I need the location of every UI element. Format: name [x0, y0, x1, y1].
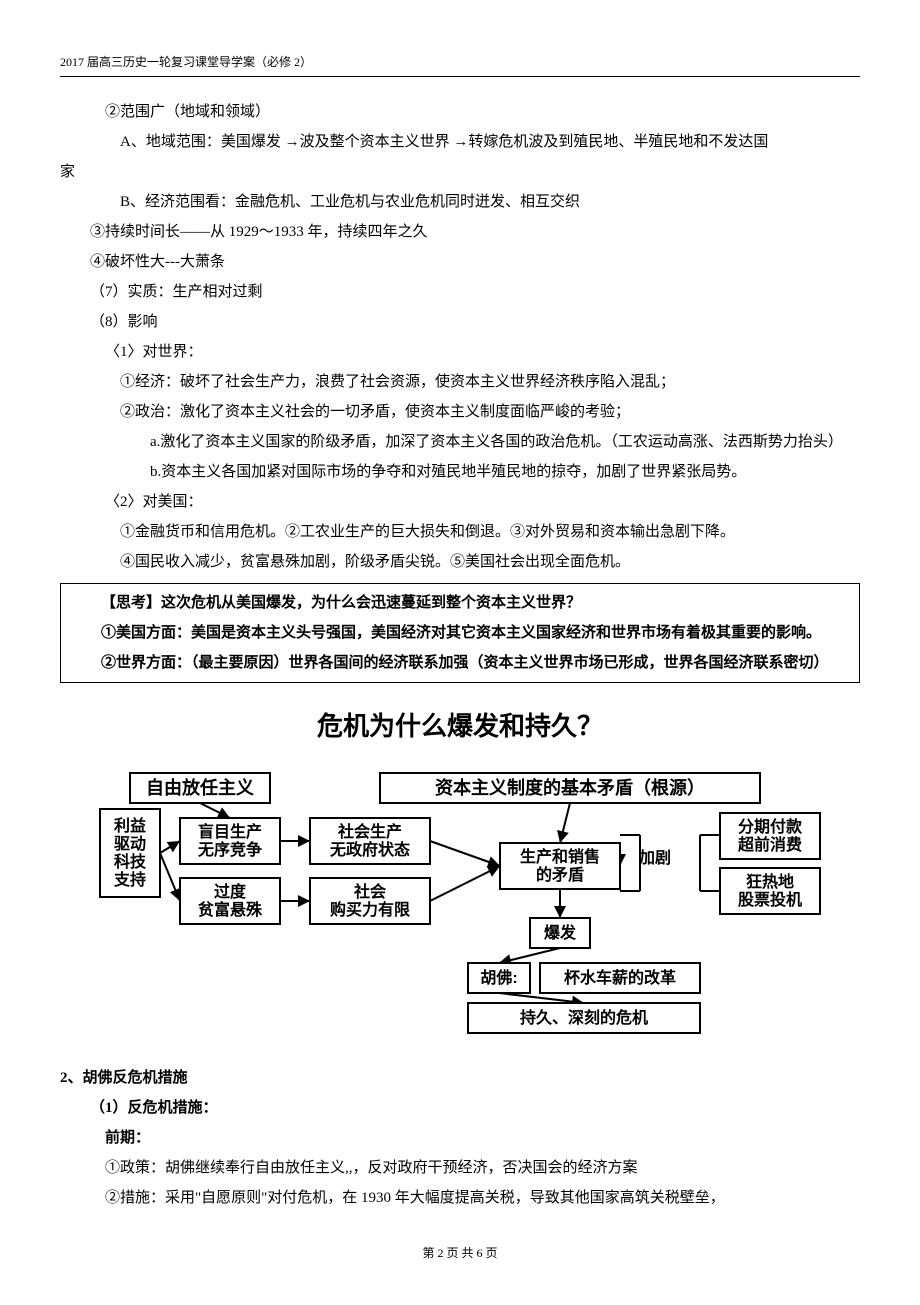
body-paragraph: ①经济：破坏了社会生产力，浪费了社会资源，使资本主义世界经济秩序陷入混乱； — [60, 367, 860, 397]
svg-text:分期付款: 分期付款 — [738, 817, 803, 836]
think-line: ②世界方面：（最主要原因）世界各国间的经济联系加强（资本主义世界市场已形成，世界… — [71, 648, 849, 678]
section-2-sub: （1）反危机措施： — [60, 1093, 860, 1123]
svg-text:杯水车薪的改革: 杯水车薪的改革 — [564, 968, 676, 987]
crisis-flowchart: 加剧自由放任主义资本主义制度的基本矛盾（根源）利益驱动科技支持盲目生产无序竞争社… — [80, 763, 840, 1043]
svg-text:盲目生产: 盲目生产 — [198, 822, 262, 841]
svg-text:加剧: 加剧 — [638, 849, 671, 867]
svg-text:贫富悬殊: 贫富悬殊 — [198, 900, 263, 919]
page-header: 2017 届高三历史一轮复习课堂导学案（必修 2） — [60, 50, 860, 77]
svg-text:狂热地: 狂热地 — [746, 872, 794, 891]
svg-text:无序竞争: 无序竞争 — [197, 840, 262, 859]
think-box: 【思考】这次危机从美国爆发，为什么会迅速蔓延到整个资本主义世界？ ①美国方面：美… — [60, 583, 860, 683]
body-paragraph: （7）实质：生产相对过剩 — [60, 277, 860, 307]
svg-text:社会生产: 社会生产 — [337, 822, 402, 841]
think-line: ①美国方面：美国是资本主义头号强国，美国经济对其它资本主义国家经济和世界市场有着… — [71, 618, 849, 648]
body-paragraph: ②政治：激化了资本主义社会的一切矛盾，使资本主义制度面临严峻的考验； — [60, 397, 860, 427]
document-body: ②范围广（地域和领域）A、地域范围：美国爆发 →波及整个资本主义世界 →转嫁危机… — [60, 97, 860, 577]
svg-text:过度: 过度 — [214, 882, 247, 901]
section-2-sub2: 前期： — [60, 1123, 860, 1153]
svg-text:科技: 科技 — [114, 852, 147, 871]
svg-text:持久、深刻的危机: 持久、深刻的危机 — [520, 1008, 648, 1027]
body-paragraph: a.激化了资本主义国家的阶级矛盾，加深了资本主义各国的政治危机。（工农运动高涨、… — [60, 427, 860, 457]
body-paragraph: ④国民收入减少，贫富悬殊加剧，阶级矛盾尖锐。⑤美国社会出现全面危机。 — [60, 547, 860, 577]
svg-text:购买力有限: 购买力有限 — [330, 900, 411, 919]
svg-text:驱动: 驱动 — [114, 835, 146, 853]
svg-text:胡佛:: 胡佛: — [480, 968, 517, 987]
body-paragraph: ④破坏性大---大萧条 — [60, 247, 860, 277]
header-text: 2017 届高三历史一轮复习课堂导学案（必修 2） — [60, 55, 312, 69]
svg-text:爆发: 爆发 — [544, 923, 577, 942]
footer-text: 第 2 页 共 6 页 — [422, 1246, 497, 1260]
svg-text:无政府状态: 无政府状态 — [329, 840, 410, 859]
svg-text:资本主义制度的基本矛盾（根源）: 资本主义制度的基本矛盾（根源） — [435, 777, 705, 798]
think-title: 【思考】这次危机从美国爆发，为什么会迅速蔓延到整个资本主义世界？ — [71, 588, 849, 618]
section-2: 2、胡佛反危机措施 （1）反危机措施： 前期： ①政策：胡佛继续奉行自由放任主义… — [60, 1063, 860, 1213]
body-paragraph: A、地域范围：美国爆发 →波及整个资本主义世界 →转嫁危机波及到殖民地、半殖民地… — [60, 127, 860, 187]
page-footer: 第 2 页 共 6 页 — [60, 1241, 860, 1265]
svg-text:股票投机: 股票投机 — [738, 890, 802, 909]
svg-text:自由放任主义: 自由放任主义 — [146, 777, 254, 798]
body-paragraph: B、经济范围看：金融危机、工业危机与农业危机同时迸发、相互交织 — [60, 187, 860, 217]
body-paragraph: ③持续时间长——从 1929～1933 年，持续四年之久 — [60, 217, 860, 247]
section-2-heading: 2、胡佛反危机措施 — [60, 1063, 860, 1093]
section-2-line: ①政策：胡佛继续奉行自由放任主义,,，反对政府干预经济，否决国会的经济方案 — [60, 1153, 860, 1183]
body-paragraph: ①金融货币和信用危机。②工农业生产的巨大损失和倒退。③对外贸易和资本输出急剧下降… — [60, 517, 860, 547]
chart-title: 危机为什么爆发和持久？ — [60, 701, 860, 753]
section-2-line: ②措施：采用"自愿原则"对付危机，在 1930 年大幅度提高关税，导致其他国家高… — [60, 1183, 860, 1213]
svg-text:利益: 利益 — [114, 816, 146, 835]
body-paragraph: ②范围广（地域和领域） — [60, 97, 860, 127]
svg-text:的矛盾: 的矛盾 — [536, 865, 584, 884]
body-paragraph: （8）影响 — [60, 307, 860, 337]
body-paragraph: 〈1〉对世界： — [60, 337, 860, 367]
svg-text:支持: 支持 — [113, 870, 146, 889]
svg-text:社会: 社会 — [353, 882, 386, 901]
svg-text:生产和销售: 生产和销售 — [520, 847, 600, 866]
body-paragraph: 〈2〉对美国： — [60, 487, 860, 517]
body-paragraph: b.资本主义各国加紧对国际市场的争夺和对殖民地半殖民地的掠夺，加剧了世界紧张局势… — [60, 457, 860, 487]
svg-text:超前消费: 超前消费 — [737, 835, 802, 854]
flowchart-wrap: 加剧自由放任主义资本主义制度的基本矛盾（根源）利益驱动科技支持盲目生产无序竞争社… — [60, 763, 860, 1043]
